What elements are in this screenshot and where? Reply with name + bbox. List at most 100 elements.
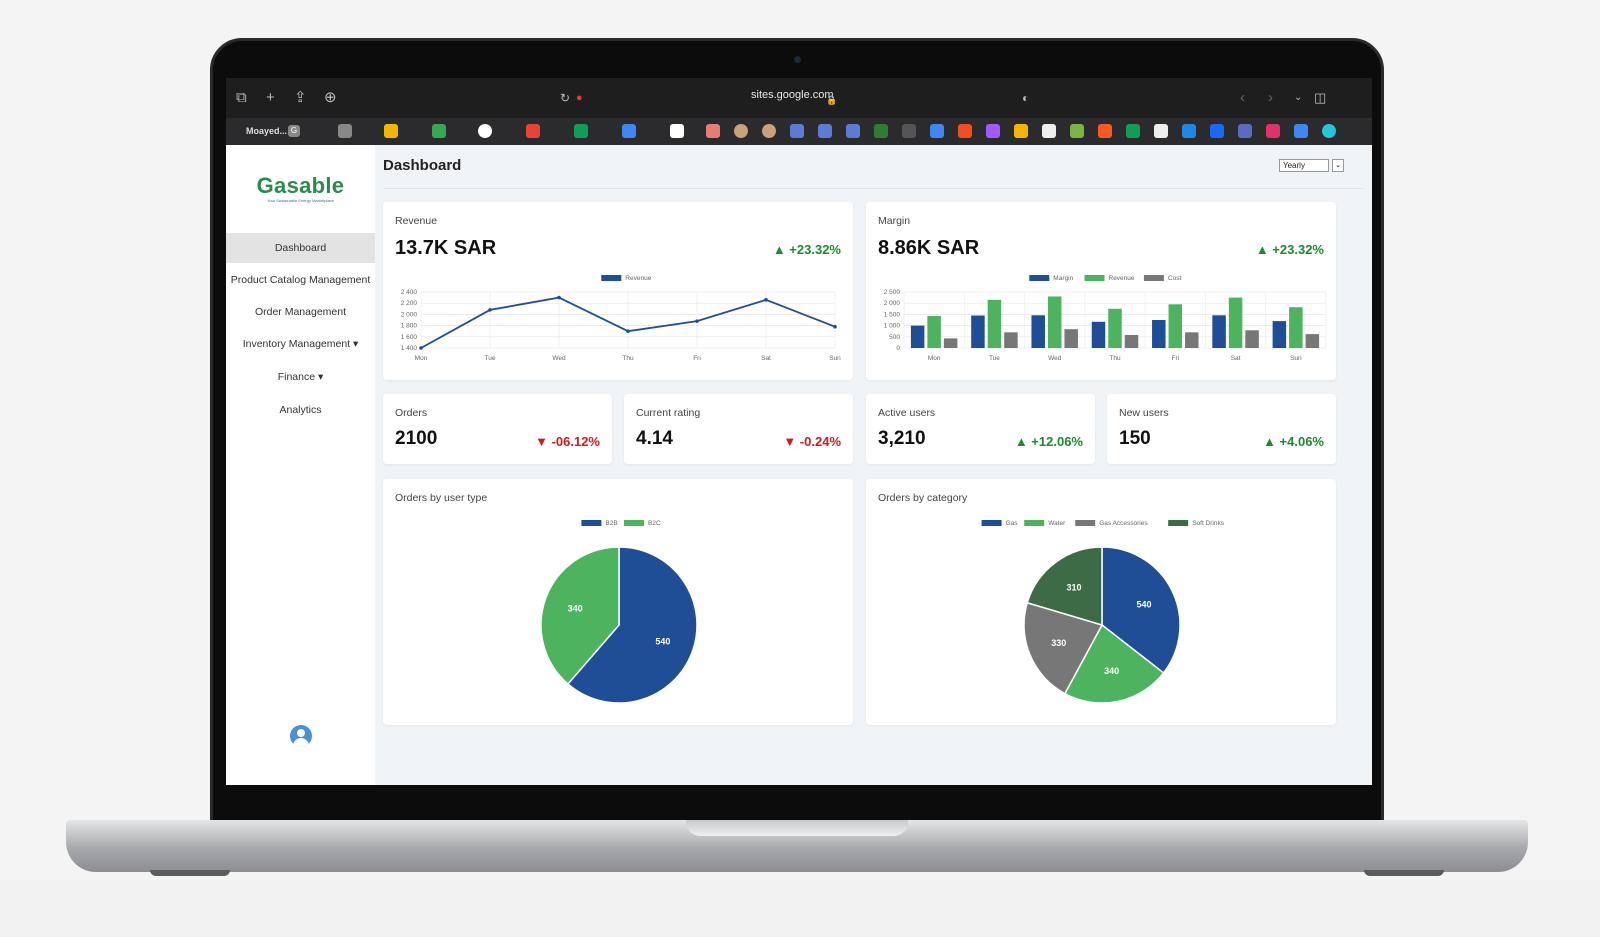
orders-delta: ▼ -06.12% [535, 434, 600, 449]
drive-icon[interactable] [384, 124, 398, 138]
bar-margin [971, 315, 985, 348]
pie-slice [1026, 546, 1103, 627]
y-tick-label: 2 500 [884, 289, 901, 296]
legend-label: Revenue [1109, 275, 1135, 282]
bookmark-icon[interactable] [930, 124, 944, 138]
behance-icon[interactable] [1210, 124, 1224, 138]
legend-swatch [581, 520, 602, 526]
gmail-icon[interactable] [526, 124, 540, 138]
sidebar-item-product-catalog[interactable]: Product Catalog Management [230, 274, 371, 286]
new-users-delta: ▲ +4.06% [1263, 434, 1324, 449]
bookmark-icon[interactable] [338, 124, 352, 138]
bar-revenue [1168, 304, 1183, 348]
sidebar-item-dashboard[interactable]: Dashboard [226, 233, 375, 263]
active-users-delta: ▲ +12.06% [1014, 434, 1083, 449]
legend-label: Gas [1006, 520, 1019, 527]
bookmark-icon[interactable] [846, 124, 860, 138]
bar-cost [1185, 332, 1199, 348]
orders-by-category-label: Orders by category [878, 492, 968, 504]
legend-swatch [1143, 275, 1164, 281]
y-tick-label: 0 [896, 345, 900, 352]
reload-icon[interactable]: ↻ [560, 91, 571, 105]
legend-label: B2B [605, 520, 617, 527]
bookmark-icon[interactable] [1098, 124, 1112, 138]
rating-delta: ▼ -0.24% [783, 434, 841, 449]
legend-label: Revenue [625, 275, 651, 282]
bookmark-icon[interactable] [1042, 124, 1056, 138]
pie-slice [1023, 601, 1104, 695]
sidebar-item-inventory[interactable]: Inventory Management ▾ [242, 338, 359, 350]
bookmark-icon[interactable] [1238, 124, 1252, 138]
bookmark-icon[interactable] [902, 124, 916, 138]
sidebar-item-order-management[interactable]: Order Management [254, 306, 347, 318]
bookmark-icon[interactable] [762, 124, 776, 138]
x-tick-label: Sat [1231, 355, 1241, 362]
margin-label: Margin [878, 215, 911, 227]
forward-icon[interactable]: › [1268, 89, 1273, 106]
y-tick-label: 2 000 [401, 311, 418, 318]
bookmark-icon[interactable] [734, 124, 748, 138]
bookmark-icon[interactable] [1294, 124, 1308, 138]
browser-toolbar: ⧉ + ⇪ ⊕ ↻ ● sites.google.com 🔒 ◐ ‹ › ⌄ ◫ [226, 78, 1372, 118]
tab-label[interactable]: Moayed... [246, 126, 288, 136]
app: Gasable Your Sustainable Energy Marketpl… [226, 145, 1372, 785]
x-tick-label: Wed [1048, 355, 1062, 362]
orders-card: Orders 2100 ▼ -06.12% [383, 394, 612, 464]
bookmark-icon[interactable] [706, 124, 720, 138]
legend-swatch [981, 520, 1002, 526]
pie-data-label: 340 [1104, 666, 1119, 676]
instagram-icon[interactable] [1266, 124, 1280, 138]
sheets-icon[interactable] [574, 124, 588, 138]
bar-margin [1272, 321, 1287, 348]
bookmark-icon[interactable] [1154, 124, 1168, 138]
calendar-icon[interactable] [670, 124, 684, 138]
tabs-overview-icon[interactable]: ⧉ [236, 89, 247, 106]
legend-label: Water [1048, 520, 1066, 527]
y-tick-label: 2 400 [401, 289, 418, 296]
bookmark-icon[interactable] [1014, 124, 1028, 138]
download-icon[interactable]: ⊕ [324, 89, 337, 106]
bookmark-icon[interactable] [790, 124, 804, 138]
bookmark-icon[interactable] [874, 124, 888, 138]
microphone-icon[interactable]: ● [576, 92, 583, 104]
forms-icon[interactable] [622, 124, 636, 138]
google-icon[interactable] [478, 124, 492, 138]
chevron-down-icon[interactable]: ⌄ [1294, 92, 1303, 103]
privacy-icon[interactable]: ◐ [1022, 91, 1030, 105]
bar-margin [1212, 315, 1226, 348]
meet-icon[interactable] [432, 124, 446, 138]
new-users-value: 150 [1119, 428, 1151, 449]
figma-icon[interactable] [986, 124, 1000, 138]
bookmarks-bar: Moayed... G [226, 118, 1372, 145]
sidebar-item-analytics[interactable]: Analytics [279, 404, 322, 416]
pie-slice [1101, 546, 1181, 674]
laptop-foot [150, 870, 230, 876]
revenue-point [626, 329, 630, 333]
pie-data-label: 330 [1051, 638, 1066, 648]
bar-revenue [1108, 308, 1122, 348]
bookmark-icon[interactable] [1070, 124, 1084, 138]
bookmark-icon[interactable] [818, 124, 832, 138]
bar-revenue [987, 299, 1002, 348]
avatar[interactable] [290, 725, 312, 747]
new-tab-icon[interactable]: + [266, 89, 275, 106]
user-type-pie-chart: 540 340 B2B B2C [540, 520, 698, 704]
x-tick-label: Thu [1109, 355, 1121, 362]
back-icon[interactable]: ‹ [1240, 89, 1245, 106]
share-icon[interactable]: ⇪ [294, 89, 307, 106]
revenue-point [833, 324, 837, 329]
sidebar-item-finance[interactable]: Finance ▾ [277, 371, 324, 383]
chevron-down-icon[interactable]: ⌄ [1332, 159, 1344, 172]
pie-data-label: 310 [1067, 582, 1082, 592]
bookmark-icon[interactable] [1322, 124, 1336, 138]
laptop-foot [1364, 870, 1444, 876]
sidebar-toggle-icon[interactable]: ◫ [1314, 90, 1327, 105]
bookmark-icon[interactable] [1126, 124, 1140, 138]
period-select[interactable]: Yearly [1279, 159, 1329, 172]
figma-icon[interactable] [958, 124, 972, 138]
legend-swatch [1024, 520, 1045, 526]
bookmark-icon[interactable] [1182, 124, 1196, 138]
revenue-delta: ▲ +23.32% [772, 242, 841, 257]
address-bar[interactable]: sites.google.com [751, 89, 834, 101]
revenue-point [764, 298, 768, 302]
